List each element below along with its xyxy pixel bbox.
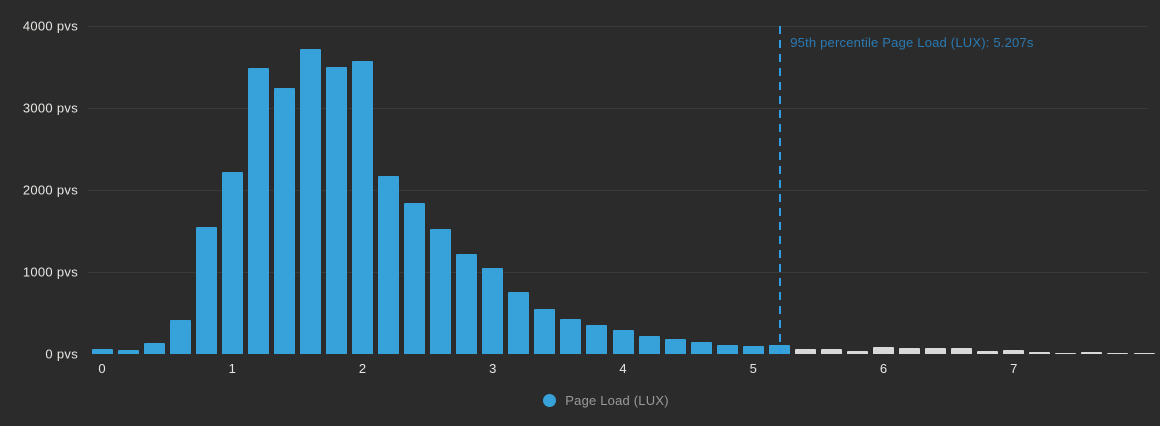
histogram-bar[interactable]	[482, 267, 504, 354]
legend-dot-icon	[543, 394, 557, 407]
histogram-bar[interactable]	[534, 308, 556, 354]
x-tick-label: 2	[358, 361, 367, 376]
histogram-bar[interactable]	[977, 350, 999, 354]
gridline-1000	[88, 272, 1148, 273]
histogram-bar[interactable]	[91, 348, 113, 354]
histogram-bar[interactable]	[273, 88, 295, 354]
histogram-bar[interactable]	[1081, 351, 1103, 354]
histogram-bar[interactable]	[716, 344, 738, 354]
x-tick-label: 6	[879, 361, 888, 376]
y-tick-label: 2000 pvs	[22, 182, 78, 198]
y-tick-label: 0 pvs	[45, 346, 78, 362]
histogram-bar[interactable]	[951, 348, 973, 354]
histogram-bar[interactable]	[846, 350, 868, 354]
histogram-bar[interactable]	[1107, 353, 1129, 354]
histogram-bar[interactable]	[1029, 351, 1051, 354]
histogram-bar[interactable]	[195, 226, 217, 354]
histogram-bar[interactable]	[794, 349, 816, 354]
histogram-bar[interactable]	[378, 176, 400, 354]
x-tick-label: 7	[1010, 361, 1018, 376]
y-tick-label: 3000 pvs	[22, 100, 78, 116]
histogram-bar[interactable]	[430, 229, 452, 354]
legend-label: Page Load (LUX)	[565, 393, 669, 408]
histogram-bar[interactable]	[638, 336, 660, 354]
histogram-bar[interactable]	[925, 348, 947, 354]
histogram-bar[interactable]	[117, 350, 139, 354]
histogram-bar[interactable]	[508, 291, 530, 354]
histogram-bar[interactable]	[1055, 352, 1077, 354]
histogram-bar[interactable]	[325, 67, 347, 354]
histogram-bar[interactable]	[690, 342, 712, 354]
histogram-bar[interactable]	[1003, 349, 1025, 354]
y-axis: 4000 pvs 3000 pvs 2000 pvs 1000 pvs 0 pvs	[0, 19, 78, 362]
x-tick-label: 3	[489, 361, 497, 376]
histogram-bar[interactable]	[742, 345, 764, 354]
histogram-bar[interactable]	[612, 329, 634, 354]
histogram-bar[interactable]	[143, 343, 165, 354]
histogram-bar[interactable]	[456, 254, 478, 354]
histogram-bar[interactable]	[299, 49, 321, 354]
plot-area: 95th percentile Page Load (LUX): 5.207s	[88, 26, 1155, 354]
percentile-line	[779, 26, 782, 354]
histogram-bar[interactable]	[586, 325, 608, 354]
percentile-annotation: 95th percentile Page Load (LUX): 5.207s	[790, 35, 1034, 50]
histogram-bar[interactable]	[664, 338, 686, 354]
x-tick-label: 5	[749, 361, 757, 376]
histogram-bar[interactable]	[899, 348, 921, 354]
gridline-2000	[88, 190, 1148, 191]
histogram-bar[interactable]	[820, 349, 842, 354]
histogram-bar[interactable]	[1133, 353, 1155, 354]
gridline-3000	[88, 108, 1148, 109]
histogram-bar[interactable]	[873, 346, 894, 354]
histogram-bar[interactable]	[560, 318, 582, 354]
x-tick-label: 4	[619, 361, 627, 376]
histogram-bar[interactable]	[352, 61, 373, 354]
histogram-bar[interactable]	[247, 67, 269, 354]
x-tick-label: 0	[98, 361, 106, 376]
histogram-bar[interactable]	[169, 320, 191, 354]
histogram-bar[interactable]	[221, 171, 243, 354]
x-tick-label: 1	[228, 361, 236, 376]
x-axis: 0 1 2 3 4 5 6 7	[88, 361, 1148, 379]
legend-item-page-load[interactable]: Page Load (LUX)	[26, 393, 1160, 408]
y-tick-label: 1000 pvs	[22, 264, 78, 280]
y-tick-label: 4000 pvs	[22, 18, 78, 34]
histogram-bar[interactable]	[404, 203, 426, 354]
gridline-4000	[88, 26, 1148, 27]
